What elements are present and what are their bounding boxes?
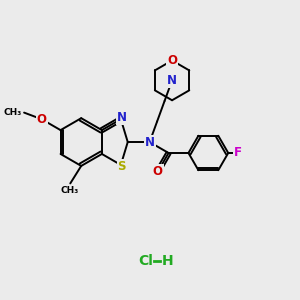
Text: O: O xyxy=(153,165,163,178)
Text: CH₃: CH₃ xyxy=(60,186,78,195)
Text: N: N xyxy=(167,74,177,87)
Text: O: O xyxy=(167,54,177,67)
Text: Cl: Cl xyxy=(138,254,153,268)
Text: CH₃: CH₃ xyxy=(4,108,22,117)
Text: F: F xyxy=(234,146,242,160)
Text: N: N xyxy=(117,111,127,124)
Text: S: S xyxy=(118,160,126,173)
Text: O: O xyxy=(37,113,46,126)
Text: N: N xyxy=(145,136,154,148)
Text: H: H xyxy=(162,254,174,268)
